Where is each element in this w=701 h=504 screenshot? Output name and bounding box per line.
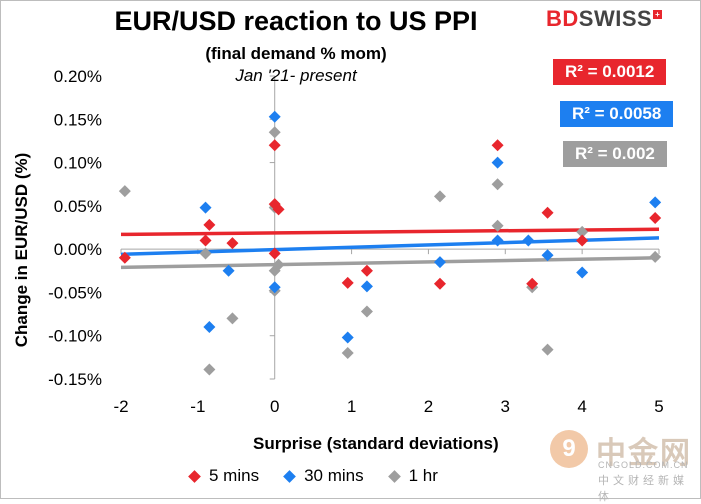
point-5-mins <box>272 203 285 216</box>
point-5-mins <box>649 211 662 224</box>
point-30-mins <box>222 264 235 277</box>
legend: 5 mins 30 mins 1 hr <box>188 466 464 486</box>
point-1-hr <box>649 250 662 263</box>
bdswiss-logo: BDSWISS + <box>546 6 663 32</box>
point-5-mins <box>360 264 373 277</box>
point-5-mins <box>226 237 239 250</box>
point-5-mins <box>118 251 131 264</box>
watermark-domain: CNGOLD.COM.CN <box>598 460 689 470</box>
point-30-mins <box>203 321 216 334</box>
y-tick-label: 0.15% <box>54 110 102 129</box>
logo-text-bd: BD <box>546 6 579 31</box>
diamond-marker-icon <box>188 469 201 483</box>
point-30-mins <box>433 256 446 269</box>
point-5-mins <box>576 234 589 247</box>
point-1-hr <box>360 305 373 318</box>
y-tick-label: -0.15% <box>48 370 102 389</box>
legend-label: 5 mins <box>209 466 260 485</box>
point-1-hr <box>491 178 504 191</box>
diamond-marker-icon <box>283 469 296 483</box>
point-1-hr <box>341 347 354 360</box>
legend-label: 30 mins <box>304 466 364 485</box>
point-1-hr <box>576 225 589 238</box>
trendline-5-mins <box>120 227 660 237</box>
x-tick-label: -1 <box>190 397 205 416</box>
point-1-hr <box>433 190 446 203</box>
y-tick-label: 0.20% <box>54 67 102 86</box>
point-1-hr <box>541 343 554 356</box>
point-30-mins <box>491 234 504 247</box>
x-tick-label: 0 <box>270 397 279 416</box>
chart-subtitle: (final demand % mom) <box>205 44 387 63</box>
x-tick-label: 1 <box>347 397 356 416</box>
point-30-mins <box>649 196 662 209</box>
point-30-mins <box>360 280 373 293</box>
y-tick-label: -0.05% <box>48 283 102 302</box>
point-30-mins <box>199 201 212 214</box>
point-1-hr <box>491 219 504 232</box>
logo-cross-icon: + <box>653 10 663 19</box>
point-5-mins <box>433 277 446 290</box>
point-5-mins <box>341 276 354 289</box>
point-5-mins <box>491 139 504 152</box>
diamond-marker-icon <box>387 469 401 483</box>
point-5-mins <box>199 234 212 247</box>
y-tick-label: 0.10% <box>54 154 102 173</box>
x-tick-label: -2 <box>113 397 128 416</box>
x-axis-label: Surprise (standard deviations) <box>253 434 499 453</box>
logo-text-swiss: SWISS <box>578 6 653 31</box>
watermark-name: 中金网 <box>596 437 692 470</box>
cngold-watermark: 9 中金网 CNGOLD.COM.CN 中文财经新媒体 <box>546 424 696 503</box>
trendline-1-hr <box>120 256 660 270</box>
legend-item-5-mins: 5 mins <box>188 466 260 486</box>
point-5-mins <box>268 139 281 152</box>
r-squared-30-mins: R² = 0.0058 <box>560 101 674 127</box>
legend-item-30-mins: 30 mins <box>283 466 364 486</box>
watermark-tagline: 中文财经新媒体 <box>598 475 688 503</box>
y-axis-label: Change in EUR/USD (%) <box>12 152 31 348</box>
chart-title: EUR/USD reaction to US PPI <box>114 6 478 36</box>
point-1-hr <box>226 312 239 325</box>
legend-item-1-hr: 1 hr <box>387 466 438 486</box>
chart-period: Jan '21- present <box>235 66 357 85</box>
r-squared-5-mins: R² = 0.0012 <box>553 59 667 85</box>
point-30-mins <box>341 331 354 344</box>
x-tick-label: 3 <box>501 397 510 416</box>
point-1-hr <box>272 258 285 271</box>
point-1-hr <box>268 126 281 139</box>
y-tick-label: 0.05% <box>54 197 102 216</box>
point-5-mins <box>268 247 281 260</box>
point-30-mins <box>268 281 281 294</box>
point-1-hr <box>199 247 212 260</box>
r-squared-1-hr: R² = 0.002 <box>563 141 667 167</box>
point-30-mins <box>541 249 554 262</box>
y-tick-label: 0.00% <box>54 240 102 259</box>
point-1-hr <box>118 185 131 198</box>
point-30-mins <box>268 110 281 123</box>
point-5-mins <box>541 206 554 219</box>
x-tick-label: 5 <box>654 397 663 416</box>
watermark-logo-icon: 9 <box>550 430 588 468</box>
legend-label: 1 hr <box>408 466 438 485</box>
point-1-hr <box>203 363 216 376</box>
point-30-mins <box>522 234 535 247</box>
x-tick-label: 2 <box>424 397 433 416</box>
point-30-mins <box>576 266 589 279</box>
point-5-mins <box>203 218 216 231</box>
point-30-mins <box>491 156 504 169</box>
trendline-30-mins <box>120 236 660 257</box>
x-tick-label: 4 <box>577 397 586 416</box>
point-5-mins <box>526 277 539 290</box>
y-tick-label: -0.10% <box>48 327 102 346</box>
